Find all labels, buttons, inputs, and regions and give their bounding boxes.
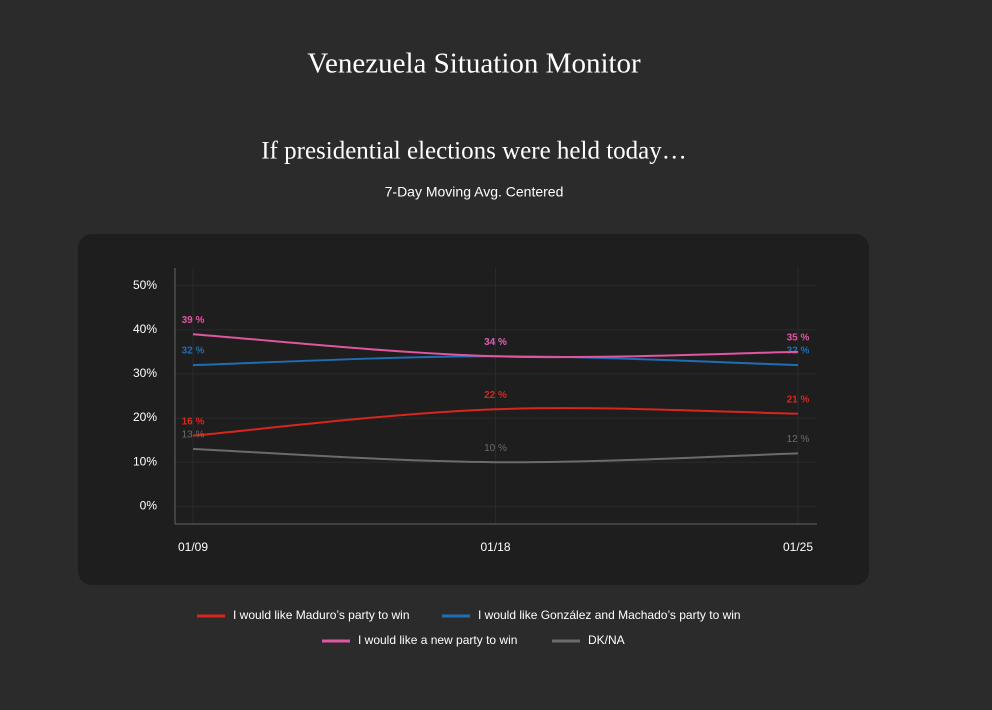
y-tick-label: 10% <box>133 454 157 468</box>
legend-label[interactable]: I would like a new party to win <box>358 633 517 647</box>
x-tick-label: 01/25 <box>783 540 813 554</box>
y-tick-label: 50% <box>133 278 157 292</box>
data-label: 21 % <box>787 394 810 405</box>
y-tick-label: 0% <box>140 499 158 513</box>
series-line <box>192 407 799 437</box>
series-line <box>192 447 799 464</box>
chart-title: If presidential elections were held toda… <box>261 138 687 165</box>
legend-label[interactable]: I would like Maduro’s party to win <box>233 608 410 622</box>
chart-subtitle: 7-Day Moving Avg. Centered <box>385 184 564 200</box>
legend-label[interactable]: DK/NA <box>588 633 625 647</box>
data-label: 16 % <box>182 416 205 427</box>
data-label: 34 % <box>484 337 507 348</box>
x-tick-label: 01/09 <box>178 540 208 554</box>
data-label: 39 % <box>182 315 205 326</box>
legend-label[interactable]: I would like González and Machado’s part… <box>478 608 741 622</box>
data-label: 32 % <box>787 346 810 357</box>
data-label: 12 % <box>787 434 810 445</box>
data-label: 32 % <box>182 346 205 357</box>
y-tick-label: 30% <box>133 366 157 380</box>
data-label: 13 % <box>182 430 205 441</box>
y-tick-label: 20% <box>133 410 157 424</box>
data-label: 10 % <box>484 443 507 454</box>
data-label: 34 % <box>484 337 507 348</box>
series-line <box>192 333 799 359</box>
data-label: 22 % <box>484 390 507 401</box>
x-tick-label: 01/18 <box>480 540 510 554</box>
data-label: 35 % <box>787 333 810 344</box>
page-title: Venezuela Situation Monitor <box>307 48 641 80</box>
y-tick-label: 40% <box>133 322 157 336</box>
